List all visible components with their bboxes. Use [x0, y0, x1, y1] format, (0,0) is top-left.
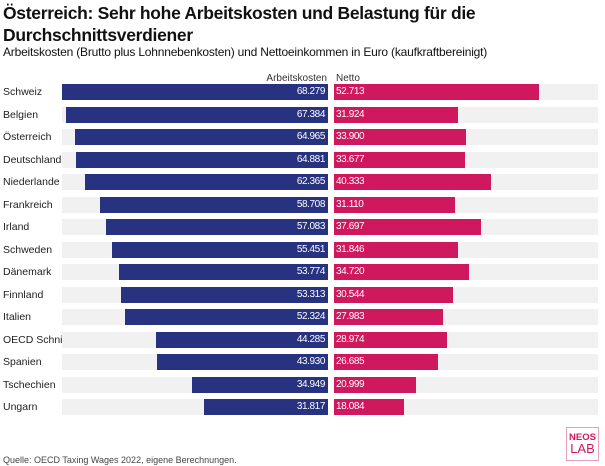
legend-netto: Netto	[336, 73, 360, 84]
bar-row: Belgien 67.384 31.924	[0, 106, 605, 124]
category-label: Dänemark	[3, 266, 52, 278]
category-label: OECD Schnitt	[3, 333, 69, 346]
value-label-netto: 33.900	[336, 131, 365, 142]
logo-line2: LAB	[570, 441, 595, 456]
value-label-arbeitskosten: 64.881	[296, 153, 326, 165]
bar-row: Schweden 55.451 31.846	[0, 241, 605, 259]
bar-netto	[334, 309, 443, 325]
bar-arbeitskosten	[157, 354, 328, 370]
value-label-arbeitskosten: 34.949	[296, 378, 326, 390]
value-label-arbeitskosten: 52.324	[296, 311, 326, 322]
value-label-arbeitskosten: 68.279	[296, 86, 326, 97]
bar-row: Dänemark 53.774 34.720	[0, 264, 605, 281]
bar-netto	[334, 196, 455, 213]
bar-arbeitskosten	[120, 286, 328, 303]
source-note: Quelle: OECD Taxing Wages 2022, eigene B…	[3, 455, 237, 465]
bar-arbeitskosten	[65, 106, 328, 123]
value-label-netto: 18.084	[336, 401, 365, 412]
value-label-netto: 30.544	[336, 288, 365, 300]
value-label-netto: 20.999	[336, 378, 365, 390]
value-label-arbeitskosten: 31.817	[296, 401, 326, 412]
value-label-arbeitskosten: 67.384	[296, 108, 326, 120]
value-label-netto: 31.110	[336, 198, 364, 210]
bar-netto	[334, 106, 459, 123]
bar-netto	[334, 174, 491, 190]
bar-row: Deutschland 64.881 33.677	[0, 151, 605, 169]
value-label-netto: 31.846	[336, 243, 365, 255]
value-label-arbeitskosten: 64.965	[296, 131, 326, 142]
bar-arbeitskosten	[75, 151, 328, 168]
bar-row: Spanien 43.930 26.685	[0, 354, 605, 371]
bar-netto	[334, 331, 447, 348]
bar-arbeitskosten	[192, 376, 328, 393]
bar-netto	[334, 151, 465, 168]
category-label: Niederlande	[3, 176, 60, 188]
bar-arbeitskosten	[112, 241, 328, 258]
category-label: Schweden	[3, 243, 53, 256]
logo-line1: NEOS	[569, 432, 596, 443]
category-label: Ungarn	[3, 401, 38, 413]
value-label-arbeitskosten: 58.708	[296, 198, 326, 210]
bar-row: Italien 52.324 27.983	[0, 309, 605, 326]
bar-row: Frankreich 58.708 31.110	[0, 196, 605, 214]
value-label-netto: 40.333	[336, 176, 365, 187]
chart-subtitle: Arbeitskosten (Brutto plus Lohnnebenkost…	[3, 45, 488, 59]
bar-row: Schweiz 68.279 52.713	[0, 84, 605, 101]
bar-netto	[334, 399, 405, 415]
bar-arbeitskosten	[106, 219, 328, 235]
bar-netto	[334, 84, 539, 100]
category-label: Irland	[3, 221, 30, 233]
value-label-netto: 33.677	[336, 153, 365, 165]
value-label-arbeitskosten: 53.774	[296, 266, 326, 277]
bar-row: Niederlande 62.365 40.333	[0, 174, 605, 191]
category-label: Frankreich	[3, 198, 53, 211]
category-label: Österreich	[3, 131, 52, 143]
bar-arbeitskosten	[204, 399, 328, 415]
bar-netto	[334, 264, 470, 280]
category-label: Deutschland	[3, 153, 62, 166]
bar-netto	[334, 129, 466, 145]
bar-row: Irland 57.083 37.697	[0, 219, 605, 236]
bar-row: OECD Schnitt 44.285 28.974	[0, 331, 605, 349]
bar-row: Tschechien 34.949 20.999	[0, 376, 605, 394]
value-label-netto: 26.685	[336, 356, 365, 367]
bar-arbeitskosten	[155, 331, 328, 348]
value-label-netto: 34.720	[336, 266, 365, 277]
value-label-arbeitskosten: 57.083	[296, 221, 326, 232]
value-label-arbeitskosten: 55.451	[296, 243, 326, 255]
bar-arbeitskosten	[75, 129, 328, 145]
bar-arbeitskosten	[99, 196, 328, 213]
value-label-netto: 31.924	[336, 108, 365, 120]
value-label-netto: 28.974	[336, 333, 365, 345]
bar-netto	[334, 286, 453, 303]
bar-row: Finnland 53.313 30.544	[0, 286, 605, 304]
value-label-arbeitskosten: 43.930	[296, 356, 326, 367]
value-label-netto: 52.713	[336, 86, 365, 97]
legend-arbeitskosten: Arbeitskosten	[266, 73, 327, 84]
value-label-arbeitskosten: 62.365	[296, 176, 326, 187]
category-label: Spanien	[3, 356, 42, 368]
bar-arbeitskosten	[118, 264, 328, 280]
neos-lab-logo: NEOS LAB	[566, 427, 599, 461]
category-label: Schweiz	[3, 86, 43, 98]
category-label: Finnland	[3, 288, 44, 301]
bar-arbeitskosten	[85, 174, 328, 190]
value-label-netto: 37.697	[336, 221, 365, 232]
bar-netto	[334, 241, 458, 258]
bar-arbeitskosten	[62, 84, 328, 100]
value-label-netto: 27.983	[336, 311, 365, 322]
chart-title: Österreich: Sehr hohe Arbeitskosten und …	[3, 3, 476, 45]
category-label: Italien	[3, 311, 32, 323]
bar-row: Österreich 64.965 33.900	[0, 129, 605, 146]
category-label: Tschechien	[3, 378, 56, 391]
bar-row: Ungarn 31.817 18.084	[0, 399, 605, 416]
bar-netto	[334, 376, 416, 393]
bar-netto	[334, 219, 481, 235]
value-label-arbeitskosten: 44.285	[296, 333, 326, 345]
bar-arbeitskosten	[124, 309, 328, 325]
bar-netto	[334, 354, 438, 370]
category-label: Belgien	[3, 108, 39, 121]
value-label-arbeitskosten: 53.313	[296, 288, 326, 300]
